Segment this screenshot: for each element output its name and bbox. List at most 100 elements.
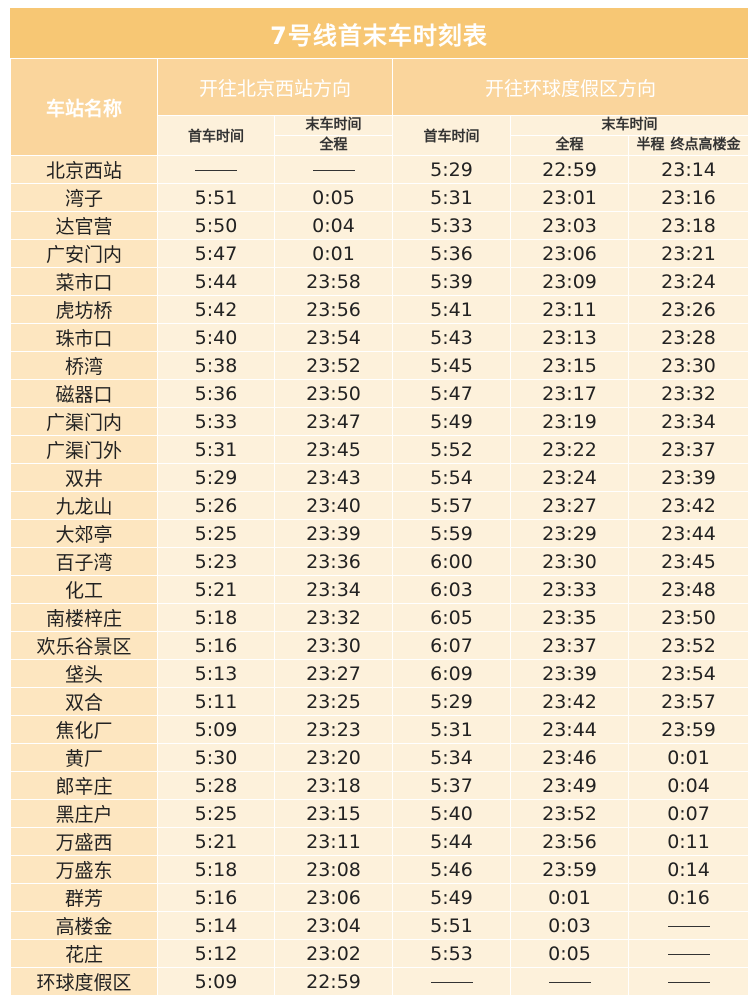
header-direction-beijingxi: 开往北京西站方向 (156, 58, 394, 116)
timetable-page: 7号线首末车时刻表 车站名称 开往北京西站方向 开往环球度假区方向 首车时间 末… (10, 8, 750, 996)
station-name-cell: 南楼梓庄 (10, 603, 158, 632)
d1-first-train-cell: 5:47 (157, 239, 275, 268)
d2-first-train-cell: 5:43 (392, 323, 512, 352)
d2-last-train-full-cell: 23:27 (510, 491, 630, 520)
station-name-cell: 万盛西 (10, 827, 158, 856)
d2-last-train-full-cell: 23:29 (510, 519, 630, 548)
d1-last-train-cell: 23:32 (273, 603, 394, 632)
d2-first-train-cell: 5:54 (392, 463, 512, 492)
d2-first-train-cell: 5:33 (392, 211, 512, 240)
station-name-cell: 百子湾 (10, 547, 158, 576)
d2-first-train-cell: 6:00 (392, 547, 512, 576)
table-row: 郎辛庄 5:28 23:18 5:37 23:49 0:04 (10, 771, 750, 800)
d1-last-train-cell: 23:02 (273, 939, 394, 968)
station-name-cell: 大郊亭 (10, 519, 158, 548)
station-name-cell: 花庄 (10, 939, 158, 968)
d2-first-train-cell: 5:29 (392, 155, 512, 184)
d2-last-train-half-cell: 0:11 (628, 827, 750, 856)
station-name-cell: 达官营 (10, 211, 158, 240)
d1-first-train-cell: 5:31 (157, 435, 275, 464)
table-row: 广渠门外 5:31 23:45 5:52 23:22 23:37 (10, 435, 750, 464)
d1-last-train-cell: 23:18 (273, 771, 394, 800)
d2-last-train-half-cell: 23:18 (628, 211, 750, 240)
station-name-cell: 广渠门内 (10, 407, 158, 436)
d2-first-train-cell: 5:40 (392, 799, 512, 828)
d2-last-train-full-cell: 23:13 (510, 323, 630, 352)
d1-first-train-cell: 5:21 (157, 575, 275, 604)
d2-last-train-half-cell: 23:48 (628, 575, 750, 604)
timetable-body: 北京西站 5:29 22:59 23:14 湾子 5:51 0:05 5:31 23:01 23:… (10, 155, 750, 996)
d1-last-train-cell: 23:06 (273, 883, 394, 912)
d2-last-train-full-cell: 23:39 (510, 659, 630, 688)
d1-first-train-cell (157, 155, 275, 184)
d1-first-train-cell: 5:23 (157, 547, 275, 576)
d2-last-train-half-cell: 0:14 (628, 855, 750, 884)
table-row: 欢乐谷景区 5:16 23:30 6:07 23:37 23:52 (10, 631, 750, 660)
d1-first-train-cell: 5:16 (157, 883, 275, 912)
table-row: 广渠门内 5:33 23:47 5:49 23:19 23:34 (10, 407, 750, 436)
d2-last-train-full-cell: 23:44 (510, 715, 630, 744)
d1-first-train-cell: 5:14 (157, 911, 275, 940)
d2-last-train-half-cell: 23:42 (628, 491, 750, 520)
d2-last-train-half-cell: 0:01 (628, 743, 750, 772)
d2-first-train-cell: 5:29 (392, 687, 512, 716)
d2-first-train-cell: 6:03 (392, 575, 512, 604)
d2-first-train-cell: 5:34 (392, 743, 512, 772)
d1-last-train-cell: 23:56 (273, 295, 394, 324)
d1-last-train-cell (273, 155, 394, 184)
table-row: 垡头 5:13 23:27 6:09 23:39 23:54 (10, 659, 750, 688)
station-name-cell: 双井 (10, 463, 158, 492)
d2-first-train-cell: 5:37 (392, 771, 512, 800)
d1-first-train-cell: 5:18 (157, 855, 275, 884)
table-row: 黑庄户 5:25 23:15 5:40 23:52 0:07 (10, 799, 750, 828)
header-direction-universal: 开往环球度假区方向 (392, 58, 750, 116)
d2-last-train-half-cell (628, 911, 750, 940)
d2-last-train-half-cell: 23:26 (628, 295, 750, 324)
d1-first-train-cell: 5:12 (157, 939, 275, 968)
station-name-cell: 广安门内 (10, 239, 158, 268)
header-d2-full-route: 全程 (510, 135, 630, 156)
no-service-dash (195, 169, 237, 171)
d1-first-train-cell: 5:50 (157, 211, 275, 240)
station-name-cell: 桥湾 (10, 351, 158, 380)
d2-first-train-cell: 5:39 (392, 267, 512, 296)
d2-last-train-half-cell: 0:16 (628, 883, 750, 912)
d2-last-train-full-cell: 23:01 (510, 183, 630, 212)
station-name-cell: 九龙山 (10, 491, 158, 520)
d2-last-train-half-cell: 23:54 (628, 659, 750, 688)
d2-last-train-half-cell: 23:45 (628, 547, 750, 576)
d2-last-train-half-cell: 23:32 (628, 379, 750, 408)
station-name-cell: 群芳 (10, 883, 158, 912)
no-service-dash (667, 925, 710, 927)
table-row: 桥湾 5:38 23:52 5:45 23:15 23:30 (10, 351, 750, 380)
d1-last-train-cell: 23:34 (273, 575, 394, 604)
d1-last-train-cell: 23:20 (273, 743, 394, 772)
d1-last-train-cell: 23:50 (273, 379, 394, 408)
d2-last-train-full-cell: 23:17 (510, 379, 630, 408)
header-d2-half-route: 半程 终点高楼金 (628, 135, 750, 156)
no-service-dash (667, 981, 710, 983)
page-title: 7号线首末车时刻表 (10, 8, 748, 58)
d1-first-train-cell: 5:16 (157, 631, 275, 660)
d1-last-train-cell: 23:36 (273, 547, 394, 576)
d1-first-train-cell: 5:38 (157, 351, 275, 380)
d2-last-train-half-cell: 0:07 (628, 799, 750, 828)
d2-last-train-full-cell: 23:22 (510, 435, 630, 464)
station-name-cell: 焦化厂 (10, 715, 158, 744)
station-name-cell: 珠市口 (10, 323, 158, 352)
d2-first-train-cell: 5:31 (392, 183, 512, 212)
table-row: 花庄 5:12 23:02 5:53 0:05 (10, 939, 750, 968)
d2-first-train-cell: 5:53 (392, 939, 512, 968)
d2-last-train-full-cell: 23:42 (510, 687, 630, 716)
no-service-dash (548, 981, 591, 983)
d1-first-train-cell: 5:44 (157, 267, 275, 296)
d1-first-train-cell: 5:40 (157, 323, 275, 352)
table-row: 黄厂 5:30 23:20 5:34 23:46 0:01 (10, 743, 750, 772)
d2-last-train-full-cell: 0:01 (510, 883, 630, 912)
d1-last-train-cell: 23:11 (273, 827, 394, 856)
d2-last-train-full-cell: 22:59 (510, 155, 630, 184)
d1-last-train-cell: 23:58 (273, 267, 394, 296)
d1-first-train-cell: 5:36 (157, 379, 275, 408)
d1-last-train-cell: 23:39 (273, 519, 394, 548)
no-service-dash (312, 169, 355, 171)
